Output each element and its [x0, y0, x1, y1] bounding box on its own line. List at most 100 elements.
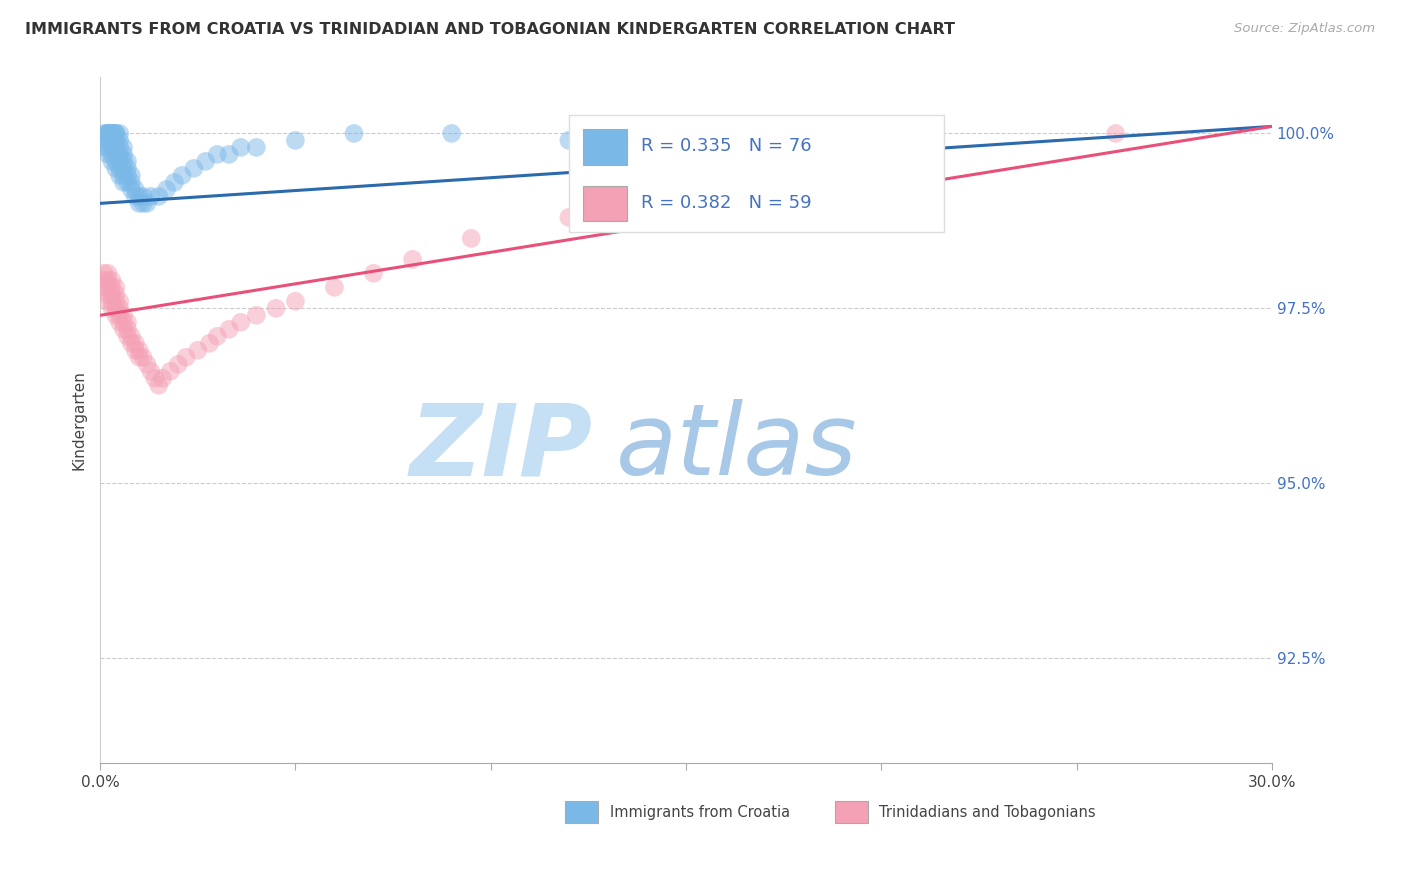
Point — [93, 140, 115, 154]
Point — [108, 133, 131, 147]
Point — [101, 127, 124, 141]
Point — [132, 351, 155, 365]
Text: R = 0.335   N = 76: R = 0.335 N = 76 — [641, 137, 813, 155]
Point — [440, 127, 463, 141]
Point — [104, 127, 127, 141]
Point — [695, 196, 717, 211]
Point — [93, 273, 115, 287]
Point — [93, 266, 115, 280]
Point — [117, 154, 139, 169]
Point — [120, 182, 142, 196]
Point — [120, 175, 142, 189]
Bar — [583, 186, 627, 221]
Point — [139, 364, 162, 378]
Point — [104, 301, 127, 316]
Point — [97, 127, 120, 141]
Point — [101, 127, 124, 141]
Point — [558, 211, 581, 225]
Point — [101, 133, 124, 147]
Point — [101, 287, 124, 301]
Point — [101, 127, 124, 141]
Point — [108, 294, 131, 309]
Point — [104, 287, 127, 301]
Point — [97, 127, 120, 141]
Point — [174, 351, 197, 365]
Point — [101, 280, 124, 294]
Point — [101, 127, 124, 141]
Point — [152, 371, 174, 385]
Point — [101, 294, 124, 309]
Point — [124, 182, 146, 196]
Point — [104, 127, 127, 141]
Point — [558, 133, 581, 147]
Point — [148, 378, 170, 392]
Point — [108, 140, 131, 154]
Point — [101, 140, 124, 154]
Point — [112, 147, 135, 161]
Point — [207, 147, 229, 161]
Point — [124, 336, 146, 351]
Point — [460, 231, 482, 245]
Point — [229, 315, 252, 329]
Point — [104, 140, 127, 154]
Point — [97, 133, 120, 147]
Point — [101, 273, 124, 287]
Point — [117, 315, 139, 329]
Point — [323, 280, 346, 294]
Text: R = 0.382   N = 59: R = 0.382 N = 59 — [641, 194, 813, 212]
Point — [101, 127, 124, 141]
Point — [108, 161, 131, 176]
Point — [264, 301, 287, 316]
Point — [117, 322, 139, 336]
Point — [108, 154, 131, 169]
Point — [101, 147, 124, 161]
Point — [112, 308, 135, 322]
Point — [245, 308, 267, 322]
Point — [136, 196, 159, 211]
Point — [104, 147, 127, 161]
Text: ZIP: ZIP — [409, 399, 592, 496]
Point — [207, 329, 229, 343]
Point — [97, 266, 120, 280]
Bar — [565, 801, 598, 823]
Point — [108, 315, 131, 329]
Point — [101, 301, 124, 316]
Point — [120, 336, 142, 351]
Text: Immigrants from Croatia: Immigrants from Croatia — [610, 805, 790, 820]
Point — [101, 127, 124, 141]
Point — [97, 294, 120, 309]
Y-axis label: Kindergarten: Kindergarten — [72, 370, 86, 470]
Point — [218, 147, 240, 161]
Point — [112, 315, 135, 329]
Point — [218, 322, 240, 336]
Text: atlas: atlas — [616, 399, 858, 496]
Point — [93, 133, 115, 147]
Point — [187, 343, 209, 358]
Point — [104, 133, 127, 147]
Point — [172, 169, 194, 183]
Point — [128, 196, 150, 211]
Point — [159, 364, 181, 378]
Point — [97, 147, 120, 161]
Point — [132, 196, 155, 211]
Point — [198, 336, 221, 351]
Point — [97, 127, 120, 141]
Point — [139, 189, 162, 203]
Point — [93, 127, 115, 141]
Point — [870, 175, 893, 189]
Point — [143, 371, 166, 385]
Point — [117, 161, 139, 176]
Point — [97, 273, 120, 287]
Bar — [835, 801, 868, 823]
Point — [93, 280, 115, 294]
Point — [104, 161, 127, 176]
Point — [104, 294, 127, 309]
FancyBboxPatch shape — [569, 115, 943, 232]
Point — [112, 161, 135, 176]
Point — [112, 169, 135, 183]
Point — [97, 127, 120, 141]
Point — [124, 343, 146, 358]
Point — [229, 140, 252, 154]
Point — [155, 182, 177, 196]
Point — [124, 189, 146, 203]
